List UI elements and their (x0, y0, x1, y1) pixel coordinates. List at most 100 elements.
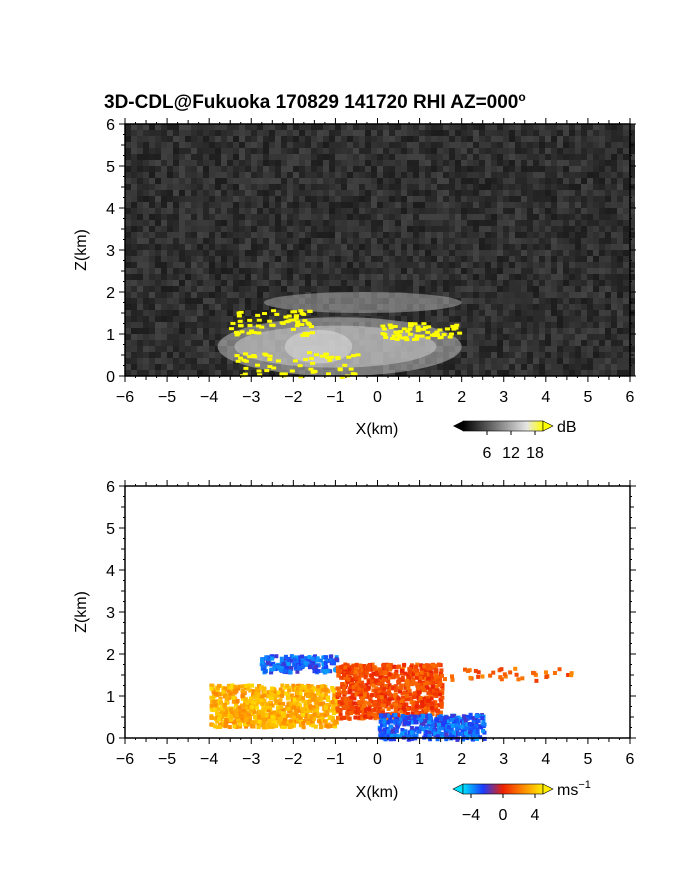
snr-high-pixel (279, 321, 285, 325)
velocity-pixel (256, 692, 261, 697)
snr-high-pixel (423, 326, 429, 330)
velocity-pixel (231, 720, 236, 725)
velocity-pixel (346, 677, 351, 682)
velocity-pixel (427, 674, 432, 679)
velocity-pixel (294, 689, 299, 694)
velocity-y-tick-label: 3 (106, 605, 115, 622)
velocity-pixel (358, 691, 363, 696)
velocity-pixel (356, 675, 361, 680)
velocity-pixel (376, 702, 381, 707)
velocity-pixel (444, 732, 449, 737)
chart-title: 3D-CDL@Fukuoka 170829 141720 RHI AZ=000o (104, 90, 526, 113)
velocity-pixel (213, 724, 218, 729)
velocity-pixel (352, 692, 357, 697)
velocity-pixel (349, 711, 354, 716)
snr-high-pixel (434, 330, 440, 334)
velocity-pixel (283, 691, 288, 696)
velocity-pixel (425, 664, 430, 669)
velocity-pixel (378, 675, 383, 680)
velocity-pixel (257, 719, 262, 724)
velocity-pixel (389, 734, 394, 739)
velocity-pixel (473, 729, 478, 734)
velocity-pixel (360, 680, 365, 685)
velocity-pixel (339, 716, 344, 721)
velocity-pixel (400, 701, 405, 706)
snr-y-tick-label: 1 (106, 327, 115, 344)
snr-high-pixel (380, 324, 386, 328)
snr-high-pixel (297, 364, 303, 368)
velocity-pixel (433, 675, 438, 680)
velocity-pixel (241, 718, 246, 723)
snr-high-pixel (255, 324, 261, 328)
snr-high-pixel (284, 320, 290, 324)
velocity-pixel (386, 728, 391, 733)
snr-high-pixel (449, 332, 455, 336)
snr-high-pixel (283, 315, 289, 319)
velocity-pixel (349, 680, 354, 685)
velocity-pixel (243, 713, 248, 718)
velocity-pixel (400, 668, 405, 673)
snr-high-pixel (323, 352, 329, 356)
velocity-pixel (397, 704, 402, 709)
velocity-pixel (437, 722, 442, 727)
snr-high-pixel (298, 375, 304, 379)
velocity-pixel (394, 669, 399, 674)
velocity-pixel (311, 661, 316, 666)
velocity-y-tick-label: 2 (106, 647, 115, 664)
velocity-pixel (449, 727, 454, 732)
velocity-pixel (232, 724, 237, 729)
velocity-pixel (457, 717, 462, 722)
velocity-pixel (429, 672, 434, 677)
velocity-pixel (300, 659, 305, 664)
velocity-pixel (372, 702, 377, 707)
velocity-pixel (236, 718, 241, 723)
velocity-pixel (514, 672, 519, 677)
velocity-pixel (348, 701, 353, 706)
snr-high-pixel (403, 336, 409, 340)
velocity-pixel (218, 725, 223, 730)
velocity-pixel (217, 683, 222, 688)
velocity-pixel (469, 715, 474, 720)
velocity-pixel (433, 691, 438, 696)
snr-high-pixel (274, 312, 280, 316)
velocity-pixel (371, 683, 376, 688)
velocity-pixel (313, 693, 318, 698)
velocity-pixel (422, 664, 427, 669)
velocity-pixel (323, 705, 328, 710)
velocity-pixel (417, 678, 422, 683)
velocity-pixel (354, 687, 359, 692)
velocity-pixel (354, 701, 359, 706)
velocity-pixel (457, 732, 462, 737)
snr-high-pixel (389, 337, 395, 341)
velocity-pixel (349, 678, 354, 683)
velocity-pixel (354, 663, 359, 668)
velocity-pixel (412, 691, 417, 696)
velocity-pixel (251, 692, 256, 697)
snr-high-pixel (238, 356, 244, 360)
velocity-pixel (295, 669, 300, 674)
velocity-pixel (381, 689, 386, 694)
snr-high-pixel (302, 331, 308, 335)
velocity-pixel (304, 709, 309, 714)
snr-high-pixel (400, 336, 406, 340)
velocity-pixel (316, 714, 321, 719)
velocity-pixel (419, 670, 424, 675)
snr-high-pixel (270, 323, 276, 327)
velocity-pixel (320, 693, 325, 698)
velocity-pixel (262, 686, 267, 691)
velocity-pixel (313, 687, 318, 692)
velocity-pixel (251, 724, 256, 729)
velocity-pixel (223, 693, 228, 698)
velocity-pixel (280, 683, 285, 688)
snr-high-pixel (282, 372, 288, 376)
velocity-y-tick-label: 1 (106, 689, 115, 706)
velocity-pixel (296, 708, 301, 713)
velocity-pixel (335, 701, 340, 706)
velocity-pixel (406, 715, 411, 720)
snr-axis-ticks: −6 −5 −4 −3 −2 −1 0 1 2 3 4 5 6 0 1 2 3 4 5 6 (106, 117, 636, 406)
snr-high-pixel (397, 330, 403, 334)
velocity-pixel (324, 709, 329, 714)
velocity-pixel (226, 685, 231, 690)
